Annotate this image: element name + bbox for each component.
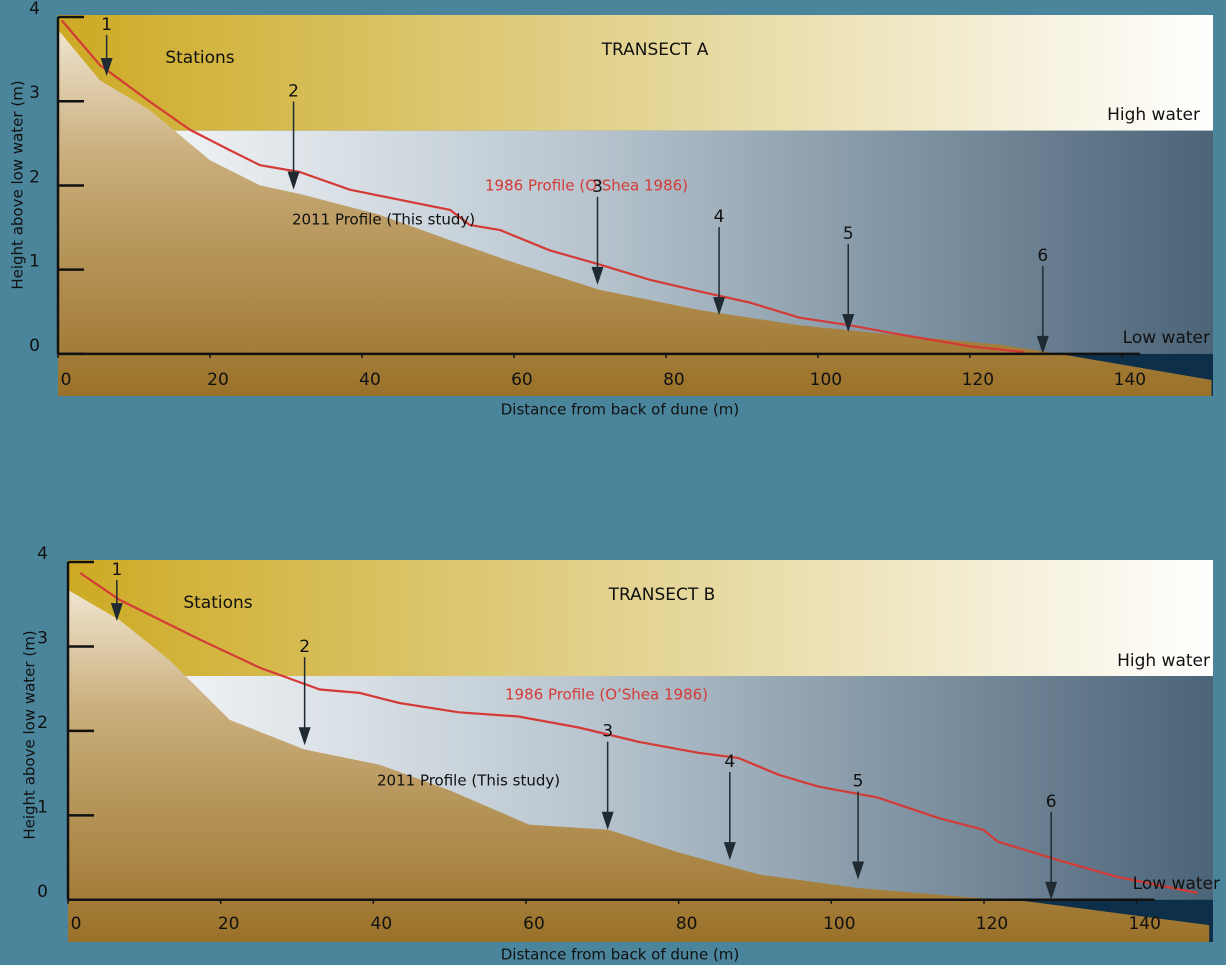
- stations-label: Stations: [183, 593, 252, 613]
- x-tick-label: 80: [663, 370, 685, 390]
- y-tick-label: 1: [37, 797, 48, 817]
- station-label: 2: [299, 637, 310, 657]
- x-tick-label: 100: [810, 370, 842, 390]
- x-tick-label: 0: [71, 914, 82, 934]
- station-label: 1: [101, 15, 112, 35]
- y-tick-label: 2: [29, 167, 40, 187]
- y-tick-label: 1: [29, 252, 40, 272]
- x-tick-label: 20: [207, 370, 229, 390]
- x-tick-label: 120: [962, 370, 994, 390]
- y-tick-label: 0: [29, 336, 40, 356]
- x-tick-label: 80: [676, 914, 698, 934]
- y-tick-label: 2: [37, 713, 48, 733]
- series-label: 1986 Profile (O’Shea 1986): [505, 686, 708, 704]
- high-water-zone: [58, 15, 1213, 131]
- station-label: 5: [853, 772, 864, 792]
- figure: 1986 Profile (O’Shea 1986) 2011 Profile (…: [0, 0, 1226, 965]
- y-tick-label: 0: [37, 882, 48, 902]
- x-tick-label: 140: [1114, 370, 1146, 390]
- series-label: 1986 Profile (O’Shea 1986): [485, 177, 688, 195]
- series-label: 2011 Profile (This study): [292, 211, 475, 229]
- station-label: 2: [288, 82, 299, 102]
- y-tick-label: 3: [29, 83, 40, 103]
- y-tick-label: 4: [37, 544, 48, 564]
- x-tick-label: 0: [61, 370, 72, 390]
- station-label: 5: [843, 224, 854, 244]
- stations-label: Stations: [165, 48, 234, 68]
- y-axis-label: Height above low water (m): [21, 630, 39, 839]
- station-label: 4: [714, 207, 725, 227]
- high-water-label: High water: [1117, 651, 1210, 671]
- y-tick-label: 3: [37, 628, 48, 648]
- station-label: 3: [592, 177, 603, 197]
- station-label: 3: [602, 722, 613, 742]
- high-water-label: High water: [1107, 105, 1200, 125]
- x-tick-label: 40: [371, 914, 393, 934]
- x-tick-label: 40: [359, 370, 381, 390]
- x-tick-label: 60: [511, 370, 533, 390]
- y-tick-label: 4: [29, 0, 40, 19]
- low-water-label: Low water: [1123, 328, 1210, 348]
- station-label: 6: [1037, 246, 1048, 266]
- x-axis-label: Distance from back of dune (m): [501, 946, 740, 964]
- x-axis-label: Distance from back of dune (m): [501, 401, 740, 419]
- station-label: 6: [1046, 792, 1057, 812]
- low-water-label: Low water: [1133, 874, 1220, 894]
- x-tick-label: 140: [1128, 914, 1160, 934]
- x-tick-label: 100: [823, 914, 855, 934]
- chart-title: TRANSECT A: [601, 40, 709, 60]
- x-tick-label: 60: [523, 914, 545, 934]
- x-tick-label: 120: [976, 914, 1008, 934]
- y-axis-label: Height above low water (m): [9, 80, 27, 289]
- x-tick-label: 20: [218, 914, 240, 934]
- station-label: 4: [724, 752, 735, 772]
- series-label: 2011 Profile (This study): [377, 772, 560, 790]
- station-label: 1: [111, 560, 122, 580]
- chart-title: TRANSECT B: [608, 585, 716, 605]
